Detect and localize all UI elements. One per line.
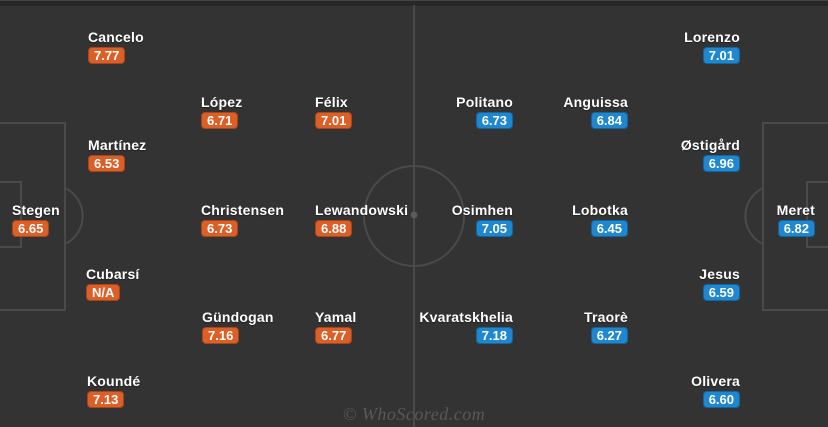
player-name: Lobotka (572, 202, 628, 218)
player-name: Gündogan (202, 309, 274, 325)
player-rating-badge[interactable]: 7.77 (88, 47, 126, 64)
player-name: Traorè (584, 309, 628, 325)
player-name: Cubarsí (86, 266, 140, 282)
left-goal-box (0, 181, 22, 248)
player-name: Politano (456, 94, 513, 110)
player-name: Martínez (88, 137, 147, 153)
watermark: © WhoScored.com (342, 404, 486, 424)
player-osimhen[interactable]: Osimhen 7.05 (452, 203, 513, 238)
player-name: Anguissa (563, 94, 628, 110)
player-yamal[interactable]: Yamal 6.77 (315, 310, 356, 345)
player-olivera[interactable]: Olivera 6.60 (691, 374, 740, 409)
left-penalty-box (0, 122, 66, 311)
player-rating-badge[interactable]: 6.96 (702, 155, 740, 172)
player-name: Osimhen (451, 202, 513, 218)
player-cubarsí[interactable]: Cubarsí N/A (86, 267, 140, 302)
player-rating-badge[interactable]: 7.05 (475, 220, 513, 237)
left-penalty-arc (64, 187, 84, 245)
player-name: Yamal (315, 309, 357, 325)
player-name: Félix (315, 94, 348, 110)
player-rating-badge[interactable]: 6.77 (315, 327, 353, 344)
player-traorè[interactable]: Traorè 6.27 (584, 310, 628, 345)
player-christensen[interactable]: Christensen 6.73 (201, 203, 284, 238)
player-rating-badge[interactable]: 6.27 (590, 327, 628, 344)
player-rating-badge[interactable]: 6.45 (590, 220, 628, 237)
player-rating-badge[interactable]: 7.01 (315, 112, 353, 129)
player-name: Meret (776, 202, 815, 218)
player-gündogan[interactable]: Gündogan 7.16 (202, 310, 274, 345)
player-rating-badge[interactable]: 7.16 (202, 327, 240, 344)
player-lobotka[interactable]: Lobotka 6.45 (572, 203, 628, 238)
player-name: Lorenzo (684, 29, 740, 45)
player-rating-badge[interactable]: 6.73 (475, 112, 513, 129)
player-name: Cancelo (88, 29, 144, 45)
player-name: Kvaratskhelia (419, 309, 513, 325)
player-rating-badge[interactable]: 6.65 (12, 220, 50, 237)
player-kvaratskhelia[interactable]: Kvaratskhelia 7.18 (419, 310, 513, 345)
player-lópez[interactable]: López 6.71 (201, 95, 242, 130)
player-cancelo[interactable]: Cancelo 7.77 (88, 30, 144, 65)
player-name: Olivera (691, 373, 740, 389)
player-félix[interactable]: Félix 7.01 (315, 94, 353, 130)
player-jesus[interactable]: Jesus 6.59 (699, 267, 740, 302)
player-name: Lewandowski (315, 202, 409, 218)
player-name: López (201, 94, 243, 110)
player-meret[interactable]: Meret 6.82 (777, 203, 815, 238)
player-anguissa[interactable]: Anguissa 6.84 (563, 95, 628, 130)
player-rating-badge[interactable]: 7.01 (702, 47, 740, 64)
player-rating-badge[interactable]: 7.18 (475, 327, 513, 344)
player-rating-badge[interactable]: 6.73 (201, 220, 239, 237)
right-penalty-box (762, 122, 828, 311)
player-rating-badge[interactable]: 6.84 (590, 112, 628, 129)
player-lewandowski[interactable]: Lewandowski 6.88 (315, 203, 408, 238)
player-rating-badge[interactable]: 7.13 (87, 391, 125, 408)
player-martínez[interactable]: Martínez 6.53 (88, 138, 146, 173)
player-stegen[interactable]: Stegen 6.65 (12, 203, 60, 238)
player-rating-badge[interactable]: 6.71 (201, 112, 239, 129)
player-rating-badge[interactable]: 6.59 (702, 284, 740, 301)
player-rating-badge[interactable]: 6.53 (88, 155, 126, 172)
player-koundé[interactable]: Koundé 7.13 (87, 374, 140, 409)
right-goal-box (806, 181, 828, 248)
player-name: Østigård (680, 137, 740, 153)
player-politano[interactable]: Politano 6.73 (456, 95, 513, 130)
player-østigård[interactable]: Østigård 6.96 (681, 138, 740, 173)
top-bar (0, 0, 828, 6)
player-name: Christensen (201, 202, 285, 218)
player-rating-badge[interactable]: 6.60 (702, 391, 740, 408)
player-rating-badge[interactable]: 6.82 (777, 220, 815, 237)
player-rating-badge[interactable]: N/A (86, 284, 121, 301)
center-circle (363, 165, 465, 267)
player-lorenzo[interactable]: Lorenzo 7.01 (684, 30, 740, 65)
player-rating-badge[interactable]: 6.88 (315, 220, 353, 237)
player-name: Stegen (12, 202, 60, 218)
player-name: Jesus (699, 266, 740, 282)
right-penalty-arc (744, 187, 764, 245)
center-spot (410, 211, 418, 219)
player-name: Koundé (87, 373, 141, 389)
